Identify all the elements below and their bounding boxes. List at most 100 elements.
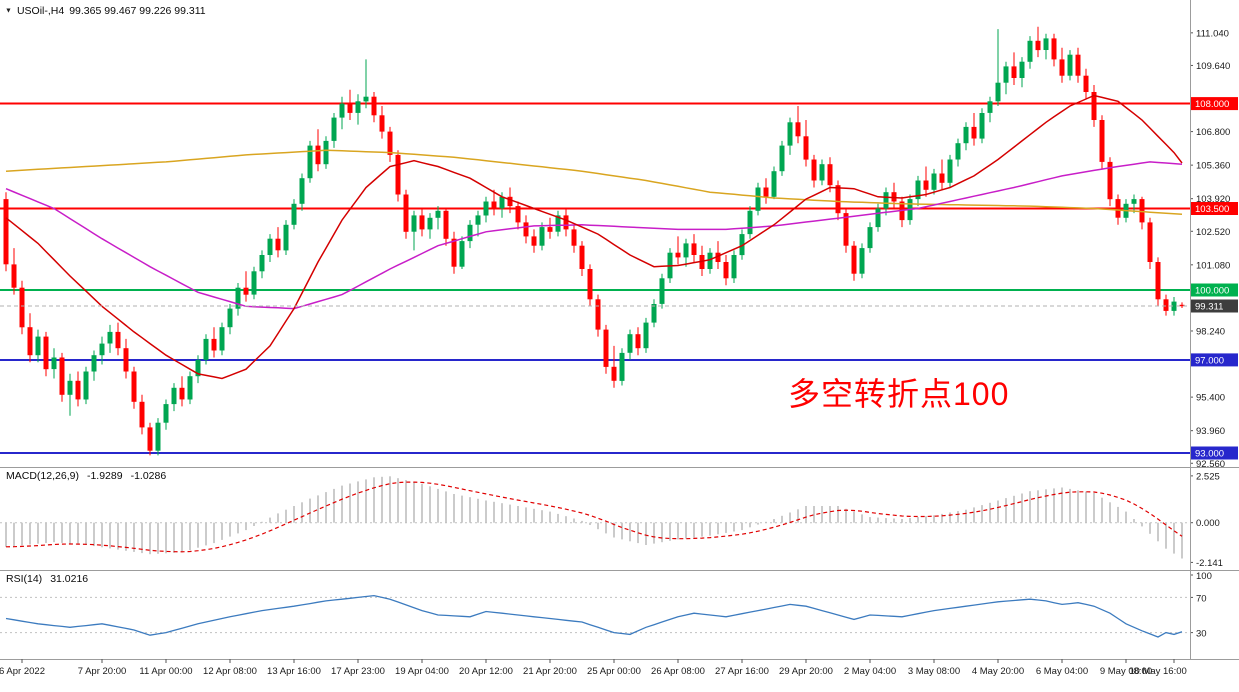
time-axis-label: 6 Apr 2022: [0, 666, 45, 677]
price-level-lines[interactable]: [0, 102, 1190, 454]
candle-bullish: [331, 117, 337, 141]
candle-bullish: [1067, 54, 1073, 76]
time-axis-label: 20 Apr 12:00: [459, 666, 513, 677]
price-axis-label: 98.240: [1196, 327, 1225, 338]
macd-indicator-label: MACD(12,26,9) -1.9289 -1.0286: [6, 470, 166, 482]
macd-histogram: [5, 476, 1183, 559]
price-level-badge[interactable]: [1190, 353, 1238, 367]
candle-bearish: [843, 213, 849, 246]
time-axis-label: 6 May 04:00: [1036, 666, 1088, 677]
candle-bearish: [1075, 54, 1081, 76]
price-level-badge[interactable]: [1190, 446, 1238, 460]
candle-bullish: [683, 243, 689, 258]
candle-bearish: [443, 210, 449, 239]
macd-signal-line: [5, 481, 1183, 553]
candle-bearish: [147, 427, 153, 451]
price-axis-label: 109.640: [1196, 61, 1230, 72]
candle-bearish: [547, 227, 553, 232]
candle-bullish: [875, 208, 881, 228]
candle-bearish: [635, 334, 641, 349]
candle-bearish: [715, 252, 721, 262]
candle-bullish: [539, 227, 545, 246]
candle-bearish: [835, 185, 841, 214]
price-badge-label: 99.311: [1195, 302, 1223, 313]
rsi-line: [5, 594, 1183, 638]
macd-axis-label: 2.525: [1196, 471, 1220, 482]
chart-text-annotation[interactable]: 多空转折点100: [788, 376, 1010, 412]
time-axis-label: 26 Apr 08:00: [651, 666, 705, 677]
candle-bullish: [499, 196, 505, 209]
candle-bearish: [1139, 199, 1145, 223]
candle-bearish: [1035, 40, 1041, 51]
time-axis-label: 13 Apr 16:00: [267, 666, 321, 677]
candle-bearish: [275, 238, 281, 251]
price-level-badge[interactable]: [1190, 283, 1238, 297]
price-level-badge[interactable]: [1190, 97, 1238, 111]
candle-bearish: [939, 173, 945, 183]
time-axis-label: 25 Apr 00:00: [587, 666, 641, 677]
moving-average-medium-ma: [5, 161, 1183, 310]
candle-bearish: [131, 371, 137, 402]
time-axis-label: 9 May 08:00: [1100, 666, 1152, 677]
candle-bearish: [523, 222, 529, 237]
candle-bullish: [251, 271, 257, 295]
price-level-badge[interactable]: [1190, 299, 1238, 313]
candle-bullish: [355, 101, 361, 113]
candle-bearish: [1155, 262, 1161, 300]
candle-bearish: [387, 131, 393, 155]
candle-bullish: [155, 422, 161, 451]
candle-bullish: [819, 164, 825, 181]
candle-bullish: [755, 187, 761, 211]
candle-bullish: [1027, 40, 1033, 62]
candle-bearish: [1179, 304, 1185, 307]
moving-averages: [5, 94, 1183, 380]
rsi-value: 31.0216: [50, 573, 89, 585]
candle-bullish: [707, 252, 713, 269]
rsi-axis-label: 100: [1196, 571, 1212, 582]
candle-bearish: [19, 287, 25, 328]
candle-bearish: [315, 145, 321, 165]
macd-axis-label: 0.000: [1196, 518, 1220, 529]
price-axis-label: 103.920: [1196, 194, 1230, 205]
candle-bearish: [579, 245, 585, 269]
candle-bullish: [291, 203, 297, 225]
moving-average-fast-ma: [5, 94, 1183, 380]
candle-bearish: [803, 136, 809, 160]
candle-bearish: [1083, 75, 1089, 92]
candle-bearish: [515, 206, 521, 223]
candle-bearish: [563, 215, 569, 230]
candle-bullish: [67, 380, 73, 395]
price-level-badge[interactable]: [1190, 202, 1238, 215]
candle-bearish: [395, 154, 401, 195]
candle-bullish: [91, 355, 97, 372]
candle-bullish: [339, 103, 345, 118]
candle-bearish: [531, 236, 537, 246]
candle-bearish: [571, 229, 577, 246]
candle-bullish: [787, 122, 793, 146]
time-axis[interactable]: 6 Apr 2022 7 Apr 20:00 11 Apr 00:00 12 Apr …: [0, 659, 1187, 677]
candle-bullish: [83, 371, 89, 400]
price-axis[interactable]: 111.040 109.640 106.800 105.360 103.920 102.5…: [1190, 28, 1238, 470]
price-axis-label: 111.040: [1196, 28, 1229, 39]
candle-bearish: [43, 336, 49, 370]
time-axis-label: 12 Apr 08:00: [203, 666, 257, 677]
candle-bullish: [299, 178, 305, 204]
candle-bearish: [923, 180, 929, 190]
macd-name: MACD(12,26,9): [6, 470, 79, 482]
candle-bearish: [971, 126, 977, 139]
candle-bullish: [227, 308, 233, 328]
candle-bearish: [1051, 38, 1057, 60]
price-badge-label: 100.000: [1195, 286, 1229, 297]
candle-bearish: [75, 380, 81, 400]
candle-bullish: [955, 143, 961, 160]
time-axis-label: 19 Apr 04:00: [395, 666, 449, 677]
candle-bullish: [1171, 301, 1177, 311]
time-axis-label: 7 Apr 20:00: [78, 666, 127, 677]
candle-bearish: [811, 159, 817, 181]
rsi-axis-label: 70: [1196, 593, 1207, 604]
candle-bullish: [627, 334, 633, 353]
candle-bearish: [1059, 59, 1065, 76]
candle-bullish: [987, 101, 993, 113]
candle-bearish: [603, 329, 609, 367]
